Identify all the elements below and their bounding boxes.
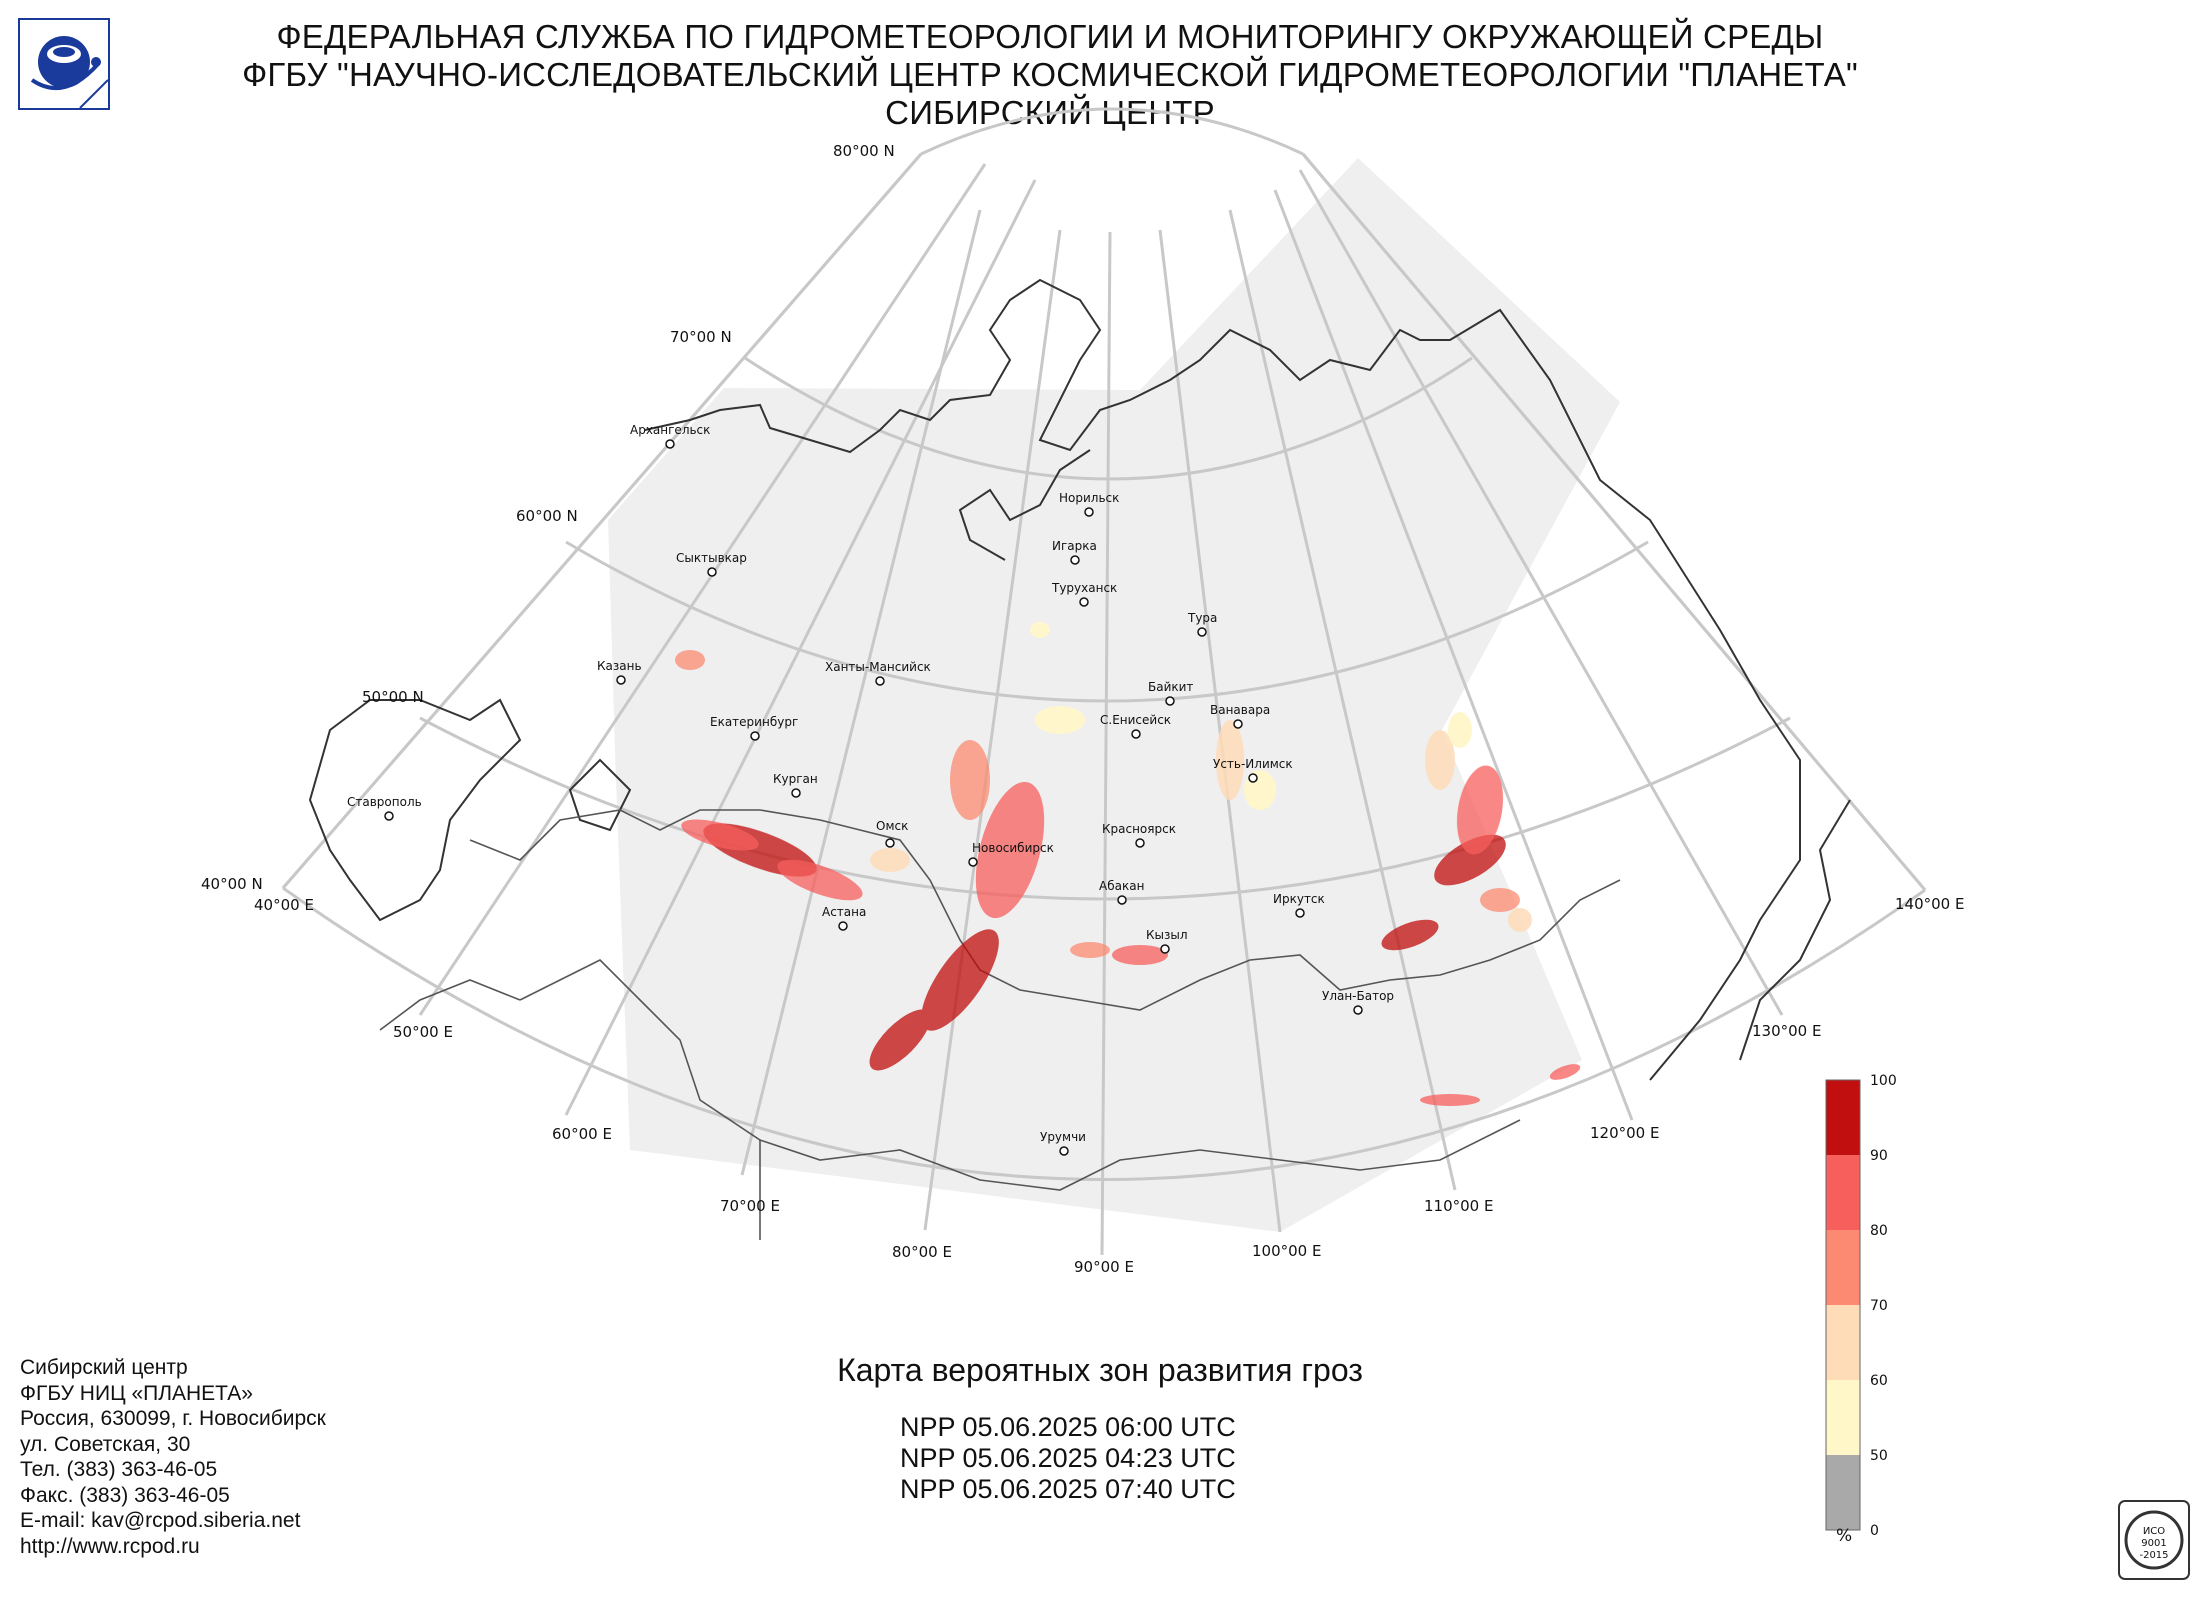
lat-label-70: 70°00 N — [670, 328, 732, 346]
lon-label-140: 140°00 E — [1895, 895, 1964, 913]
contact-fax: Факс. (383) 363-46-05 — [20, 1483, 230, 1507]
header-line-2: ФГБУ "НАУЧНО-ИССЛЕДОВАТЕЛЬСКИЙ ЦЕНТР КОС… — [242, 56, 1858, 93]
contact-line-2: ФГБУ НИЦ «ПЛАНЕТА» — [20, 1381, 253, 1405]
map-title: Карта вероятных зон развития гроз — [837, 1352, 1363, 1388]
contact-email[interactable]: E-mail: kav@rcpod.siberia.net — [20, 1509, 301, 1532]
latitude-arc-70 — [744, 356, 1473, 481]
satellite-passes: NPP 05.06.2025 06:00 UTC NPP 05.06.2025 … — [900, 1412, 1236, 1505]
city-arkhangelsk: Архангельск — [630, 423, 710, 437]
pass-line-3: NPP 05.06.2025 07:40 UTC — [900, 1474, 1236, 1504]
lat-label-60: 60°00 N — [516, 507, 578, 525]
iso-line-3: -2015 — [2139, 1550, 2168, 1561]
longitude-labels: 40°00 E 50°00 E 60°00 E 70°00 E 80°00 E … — [254, 895, 1964, 1276]
city-urumqi: Урумчи — [1040, 1130, 1086, 1144]
colorbar-unit: % — [1836, 1526, 1853, 1546]
city-omsk: Омск — [876, 819, 908, 833]
city-labels: Архангельск Сыктывкар Казань Ханты-Манси… — [347, 423, 1394, 1144]
lon-label-120: 120°00 E — [1590, 1124, 1659, 1142]
contact-line-3: Россия, 630099, г. Новосибирск — [20, 1407, 326, 1430]
header: ФЕДЕРАЛЬНАЯ СЛУЖБА ПО ГИДРОМЕТЕОРОЛОГИИ … — [150, 18, 1950, 132]
contact-info: Сибирский центр ФГБУ НИЦ «ПЛАНЕТА» Росси… — [20, 1355, 326, 1559]
city-turukhansk: Туруханск — [1051, 581, 1117, 595]
city-irkutsk: Иркутск — [1273, 892, 1325, 906]
colorbar-tick-60: 60 — [1870, 1373, 1888, 1389]
city-yekaterinburg: Екатеринбург — [710, 715, 798, 729]
contact-website[interactable]: http://www.rcpod.ru — [20, 1534, 200, 1558]
city-krasnoyarsk: Красноярск — [1102, 822, 1176, 836]
city-stavropol: Ставрополь — [347, 795, 422, 809]
city-s-yeniseysk: С.Енисейск — [1100, 713, 1171, 727]
city-markers — [384, 439, 1363, 1156]
city-syktyvkar: Сыктывкар — [676, 551, 747, 565]
iso-certificate-icon: ИСО 9001 -2015 — [2118, 1500, 2190, 1580]
pass-line-2: NPP 05.06.2025 04:23 UTC — [900, 1443, 1236, 1473]
iso-line-2: 9001 — [2141, 1538, 2166, 1549]
lon-label-80: 80°00 E — [892, 1243, 952, 1261]
planeta-logo-icon — [18, 18, 110, 110]
city-khanty-mansiysk: Ханты-Мансийск — [825, 660, 931, 674]
colorbar-tick-100: 100 — [1870, 1073, 1897, 1089]
colorbar-ticks: 0 50 60 70 80 90 100 — [1870, 1073, 1897, 1539]
lon-label-70: 70°00 E — [720, 1197, 780, 1215]
colorbar-tick-70: 70 — [1870, 1298, 1888, 1314]
lon-label-110: 110°00 E — [1424, 1197, 1493, 1215]
city-astana: Астана — [822, 905, 866, 919]
lon-label-60: 60°00 E — [552, 1125, 612, 1143]
city-vanavara: Ванавара — [1210, 703, 1270, 717]
city-novosibirsk: Новосибирск — [972, 841, 1054, 855]
lon-label-130: 130°00 E — [1752, 1022, 1821, 1040]
city-abakan: Абакан — [1099, 879, 1144, 893]
header-line-1: ФЕДЕРАЛЬНАЯ СЛУЖБА ПО ГИДРОМЕТЕОРОЛОГИИ … — [276, 18, 1824, 55]
iso-line-1: ИСО — [2143, 1526, 2165, 1537]
lat-label-40: 40°00 N — [201, 875, 263, 893]
pass-line-1: NPP 05.06.2025 06:00 UTC — [900, 1412, 1236, 1442]
colorbar-tick-0: 0 — [1870, 1523, 1879, 1539]
thunderstorm-probability-zones — [675, 622, 1581, 1106]
contact-line-1: Сибирский центр — [20, 1356, 188, 1379]
colorbar-tick-50: 50 — [1870, 1448, 1888, 1464]
country-borders — [379, 809, 1621, 1240]
latitude-labels: 80°00 N 70°00 N 60°00 N 50°00 N 40°00 N — [201, 142, 895, 893]
city-norilsk: Норильск — [1059, 491, 1119, 505]
city-kyzyl: Кызыл — [1146, 928, 1188, 942]
colorbar — [1825, 1079, 1861, 1531]
city-igarka: Игарка — [1052, 539, 1097, 553]
coastlines — [308, 278, 1851, 1081]
contact-phone: Тел. (383) 363-46-05 — [20, 1458, 218, 1481]
city-kazan: Казань — [597, 659, 642, 673]
city-kurgan: Курган — [773, 772, 818, 786]
lon-label-90: 90°00 E — [1074, 1258, 1134, 1276]
lon-label-50: 50°00 E — [393, 1023, 453, 1041]
lon-label-40: 40°00 E — [254, 896, 314, 914]
colorbar-tick-80: 80 — [1870, 1223, 1888, 1239]
city-ust-ilimsk: Усть-Илимск — [1213, 757, 1293, 771]
city-baikit: Байкит — [1148, 680, 1193, 694]
colorbar-tick-90: 90 — [1870, 1148, 1888, 1164]
city-tura: Тура — [1187, 611, 1217, 625]
meridian-lines — [281, 153, 1927, 1256]
lat-label-50: 50°00 N — [362, 688, 424, 706]
contact-line-4: ул. Советская, 30 — [20, 1432, 191, 1456]
lat-label-80: 80°00 N — [833, 142, 895, 160]
lon-label-100: 100°00 E — [1252, 1242, 1321, 1260]
city-ulaanbaatar: Улан-Батор — [1322, 989, 1394, 1003]
